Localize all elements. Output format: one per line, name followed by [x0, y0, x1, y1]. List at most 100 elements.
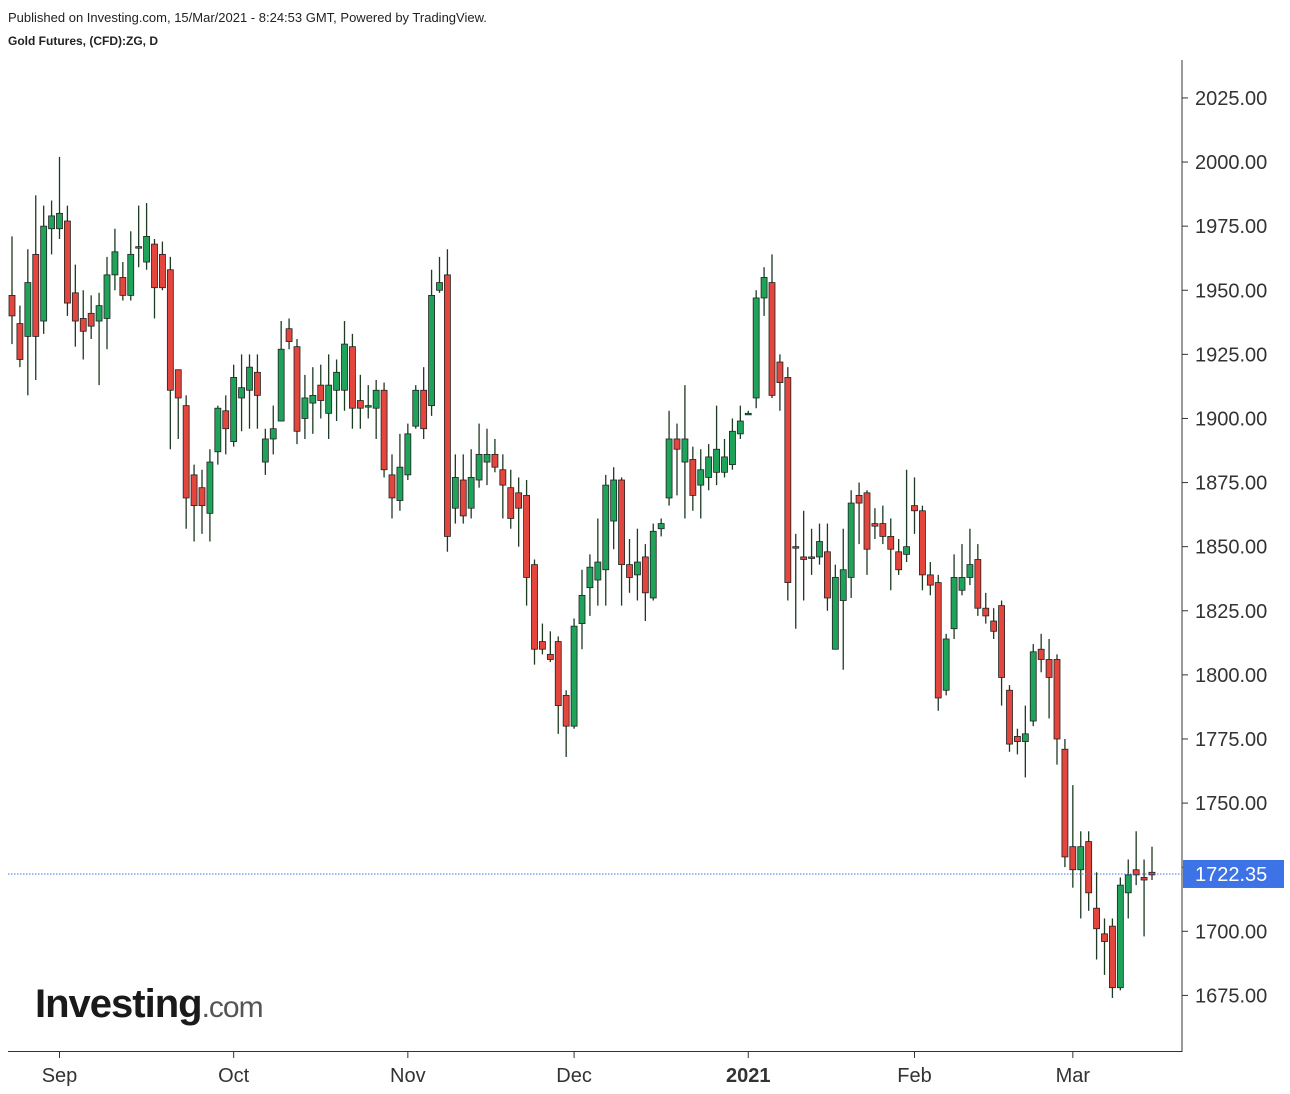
- candle-body: [349, 346, 356, 409]
- candle-body: [151, 243, 158, 289]
- candle-body: [64, 220, 71, 304]
- candle-body: [222, 410, 230, 430]
- candle-body: [119, 277, 127, 296]
- y-tick-label: 1875.00: [1195, 473, 1267, 495]
- y-tick-label: 2025.00: [1195, 88, 1267, 110]
- y-tick-label: 1825.00: [1195, 601, 1267, 623]
- x-tick-label: Sep: [42, 1065, 78, 1087]
- candle-body: [1132, 869, 1140, 876]
- candle-body: [48, 215, 55, 230]
- candle-body: [388, 474, 396, 499]
- candle-body: [634, 561, 641, 576]
- candle-body: [87, 312, 95, 327]
- candle-body: [277, 348, 285, 422]
- candle-body: [103, 274, 111, 319]
- candle-body: [1069, 846, 1077, 871]
- candle-body: [1029, 651, 1037, 722]
- candle-body: [673, 438, 681, 450]
- candle-body: [238, 387, 245, 399]
- candle-body: [839, 569, 847, 601]
- candle-body: [356, 400, 364, 409]
- candle-body: [159, 253, 166, 289]
- candle-body: [135, 246, 143, 249]
- candle-body: [436, 282, 443, 291]
- candle-body: [594, 561, 602, 581]
- candle-body: [998, 605, 1005, 678]
- candle-body: [713, 448, 720, 473]
- candle-body: [499, 469, 507, 486]
- candle-body: [626, 564, 633, 578]
- candle-body: [562, 694, 570, 727]
- candle-body: [554, 641, 562, 707]
- candle-body: [1109, 925, 1116, 989]
- candle-body: [1053, 659, 1061, 740]
- candle-body: [697, 469, 705, 486]
- candle-body: [261, 438, 269, 463]
- candle-body: [143, 236, 150, 263]
- candle-body: [24, 282, 32, 337]
- candle-body: [301, 397, 309, 419]
- candle-body: [523, 494, 530, 578]
- candle-body: [285, 328, 293, 342]
- candle-body: [610, 479, 618, 522]
- candle-body: [681, 438, 689, 463]
- candle-body: [982, 607, 990, 617]
- candle-body: [760, 277, 768, 299]
- candle-body: [467, 477, 475, 509]
- candle-body: [325, 384, 333, 414]
- candle-body: [230, 377, 238, 442]
- candle-body: [950, 577, 958, 630]
- x-tick-label: Oct: [218, 1065, 250, 1087]
- candle-body: [71, 292, 79, 322]
- candle-body: [570, 625, 578, 727]
- candle-body: [293, 346, 301, 432]
- candle-body: [966, 564, 974, 578]
- candle-body: [792, 546, 800, 549]
- x-tick-label: Nov: [390, 1065, 426, 1087]
- candle-body: [380, 389, 388, 471]
- candle-body: [364, 405, 372, 408]
- candle-body: [958, 577, 966, 591]
- logo: Investing.com: [35, 982, 263, 1026]
- candle-body: [40, 225, 48, 322]
- candle-body: [8, 294, 16, 317]
- logo-brand: Investing: [35, 982, 202, 1026]
- candle-body: [539, 641, 546, 650]
- candle-body: [911, 505, 918, 512]
- candle-body: [1085, 841, 1093, 894]
- candle-body: [879, 523, 887, 537]
- candle-body: [1037, 648, 1045, 660]
- y-tick-label: 1800.00: [1195, 665, 1267, 687]
- candle-body: [1006, 689, 1013, 745]
- candle-body: [705, 456, 713, 478]
- y-tick-label: 1675.00: [1195, 985, 1267, 1007]
- candle-body: [309, 394, 317, 404]
- candle-body: [166, 269, 174, 391]
- candle-body: [95, 305, 103, 322]
- candle-body: [127, 253, 135, 296]
- candle-body: [895, 551, 903, 571]
- candle-body: [111, 251, 119, 276]
- candle-body: [412, 389, 420, 427]
- candle-body: [1061, 748, 1069, 858]
- candle-body: [665, 438, 673, 499]
- candle-body: [182, 405, 190, 499]
- candle-body: [847, 502, 855, 578]
- candle-body: [404, 433, 412, 476]
- candle-body: [32, 253, 40, 337]
- last-price-label: 1722.35: [1195, 864, 1267, 886]
- y-tick-label: 1975.00: [1195, 216, 1267, 238]
- candle-body: [824, 551, 831, 599]
- logo-suffix: .com: [202, 991, 263, 1024]
- candle-body: [602, 484, 610, 571]
- candle-body: [16, 323, 24, 360]
- candle-body: [1093, 907, 1100, 930]
- candle-body: [444, 274, 451, 537]
- candle-body: [641, 556, 649, 594]
- candle-body: [855, 494, 863, 504]
- candle-body: [1045, 659, 1053, 678]
- candle-body: [990, 620, 998, 632]
- candle-body: [784, 377, 792, 583]
- candle-body: [736, 420, 744, 435]
- candle-body: [317, 384, 325, 401]
